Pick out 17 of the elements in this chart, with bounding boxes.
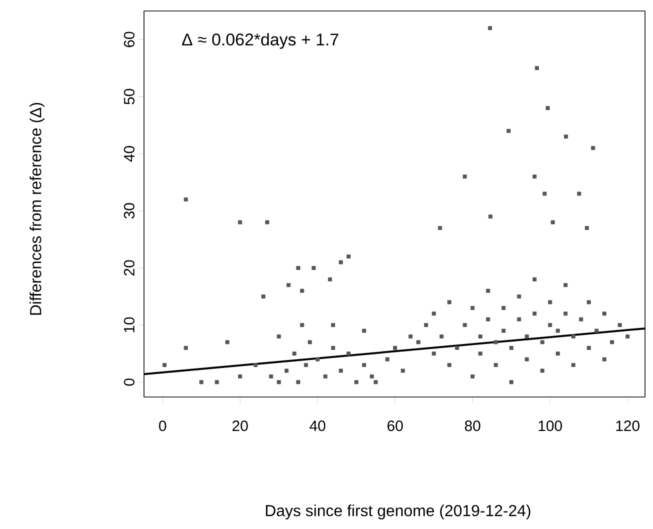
y-tick-label: 30 bbox=[124, 203, 134, 219]
x-tick-label: 20 bbox=[232, 420, 248, 432]
y-axis-title: Differences from reference (Δ) bbox=[30, 102, 44, 315]
y-tick-label: 60 bbox=[124, 32, 134, 48]
x-tick-label: 120 bbox=[616, 420, 640, 432]
y-tick-label: 20 bbox=[124, 260, 134, 276]
x-tick-label: 60 bbox=[388, 420, 403, 432]
y-tick-label: 40 bbox=[124, 146, 134, 162]
y-tick-label: 50 bbox=[124, 88, 134, 104]
x-axis-title: Days since first genome (2019-12-24) bbox=[266, 504, 530, 520]
annotation: Δ ≈ 0.062*days + 1.7 bbox=[182, 33, 338, 49]
x-tick-label: 80 bbox=[464, 420, 480, 432]
x-tick-label: 100 bbox=[538, 420, 562, 432]
y-tick-label: 0 bbox=[124, 378, 134, 386]
x-tick-label: 0 bbox=[159, 420, 166, 432]
x-tick-label: 40 bbox=[310, 420, 326, 432]
y-tick-label: 10 bbox=[124, 317, 134, 332]
